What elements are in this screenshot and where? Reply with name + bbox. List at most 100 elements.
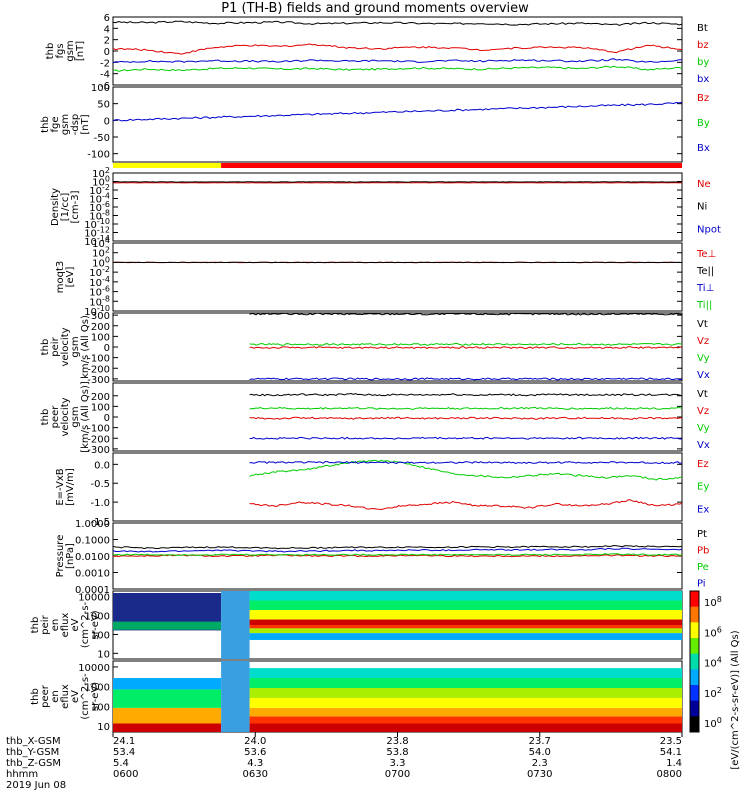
- legend-ez: Ez: [697, 459, 709, 470]
- panel-ylabel: E=-VxB: [55, 468, 66, 505]
- y-tick-label: 102: [92, 166, 110, 180]
- y-tick-label: 0.1000: [75, 536, 110, 547]
- spectrogram-band: [249, 678, 682, 688]
- series-line-bz: [112, 43, 683, 55]
- panel-ylabel: sr-eV): [90, 610, 101, 639]
- panel-ylabel: thb: [40, 409, 51, 426]
- x-tick-label: 54.1: [660, 747, 682, 758]
- x-tick-label: 54.0: [529, 747, 551, 758]
- x-tick-label: 1.4: [666, 758, 682, 769]
- spectrogram-band: [249, 625, 682, 629]
- y-tick-label: 10000: [78, 663, 110, 674]
- y-tick-label: 100: [91, 702, 110, 713]
- spectrogram-band: [249, 707, 682, 717]
- panel-ylabel: [1/cc]: [60, 193, 71, 222]
- spectrogram-band: [113, 707, 222, 724]
- y-tick-label: 10-14: [84, 234, 110, 248]
- y-tick-label: 200: [91, 392, 110, 403]
- series-line-ex: [249, 461, 683, 465]
- colorbar-segment: [690, 622, 699, 639]
- y-tick-label: 0: [104, 116, 110, 127]
- colorbar-label: 104: [704, 656, 722, 670]
- colorbar-label: 100: [704, 716, 722, 730]
- colorbar-label: 102: [704, 686, 722, 700]
- y-tick-label: -200: [87, 434, 110, 445]
- panel-frame: [112, 452, 683, 522]
- y-tick-label: 10-10: [84, 217, 110, 231]
- panel-ylabel: sr-eV): [90, 682, 101, 711]
- legend-ne: Ne: [697, 179, 711, 190]
- spectrogram-gap: [221, 591, 250, 659]
- legend-vz: Vz: [697, 406, 709, 417]
- y-tick-label: -300: [87, 445, 110, 456]
- y-tick-label: -1.5: [90, 517, 110, 528]
- x-row-label: thb_Z-GSM: [6, 758, 61, 769]
- colorbar-segment: [690, 685, 699, 702]
- panel-ylabel: [nPa]: [65, 543, 76, 569]
- spectrogram-band: [249, 687, 682, 698]
- panel-ylabel: [nT]: [80, 114, 91, 134]
- series-line-bt: [112, 20, 683, 26]
- legend-ti: Ti⊥: [696, 283, 714, 294]
- y-tick-label: -2: [100, 58, 110, 69]
- y-tick-label: 10-4: [89, 275, 110, 289]
- x-tick-label: 0800: [657, 769, 682, 780]
- panel-ylabel: Density: [50, 188, 61, 226]
- series-line-vx: [249, 436, 682, 440]
- panel-ylabel: gsm: [60, 114, 71, 135]
- y-tick-label: 1.0000: [75, 519, 110, 530]
- spectrogram-band: [249, 633, 682, 640]
- series-line-vz: [249, 416, 683, 420]
- panel-ylabel: peir: [40, 614, 51, 634]
- spectrogram-band: [113, 689, 222, 708]
- spectrogram-band: [249, 716, 682, 724]
- y-tick-label: -100: [87, 354, 110, 365]
- series-line-ez: [249, 499, 683, 511]
- series-line-bx: [112, 101, 683, 122]
- spectrogram-band: [113, 723, 222, 732]
- spectrogram-band: [249, 591, 682, 601]
- spectrogram-band: [249, 600, 682, 611]
- y-tick-label: 100: [91, 83, 110, 94]
- y-tick-label: -300: [87, 375, 110, 386]
- legend-vt: Vt: [697, 319, 708, 330]
- colorbar-label: 106: [704, 625, 722, 639]
- y-tick-label: 10-10: [84, 304, 110, 318]
- y-tick-label: 100: [92, 175, 110, 189]
- panel-frame: [112, 242, 683, 312]
- x-tick-label: 53.8: [386, 747, 408, 758]
- legend-ex: Ex: [697, 504, 709, 515]
- panel-ylabel: fge: [50, 116, 61, 132]
- spectrogram-band: [249, 723, 682, 732]
- panel-frame: [112, 86, 683, 163]
- y-tick-label: 10000: [78, 593, 110, 604]
- panel-ylabel: peer: [50, 405, 61, 429]
- spectrogram-band: [249, 610, 682, 620]
- x-row-label: thb_Y-GSM: [6, 747, 59, 758]
- panel-ylabel: thb: [40, 339, 51, 356]
- y-tick-label: 100: [91, 630, 110, 641]
- legend-te: Te||: [696, 266, 714, 277]
- x-tick-label: 0630: [243, 769, 268, 780]
- y-tick-label: 10-6: [89, 200, 110, 214]
- series-line-vx: [249, 377, 683, 381]
- series-line-vy: [249, 342, 683, 346]
- y-tick-label: 2: [104, 36, 110, 47]
- series-line-vt: [249, 392, 683, 397]
- y-tick-label: 0.0001: [75, 585, 110, 596]
- y-tick-label: 10-8: [89, 209, 110, 223]
- panel-ylabel: -dsp: [70, 114, 81, 136]
- page-title: P1 (TH-B) fields and ground moments over…: [221, 1, 529, 16]
- panel-ylabel: gsm: [65, 40, 76, 61]
- y-tick-label: -4: [100, 70, 110, 81]
- panel-ylabel: en: [50, 619, 61, 632]
- colorbar-segment: [690, 638, 699, 655]
- panel-ylabel: thb: [30, 688, 41, 705]
- colorbar-segment: [690, 716, 699, 733]
- colorbar-frame: [689, 590, 700, 733]
- colorbar-title: [eV/(cm^2-s-sr-eV)] (All Qs): [730, 630, 741, 769]
- y-tick-label: 100: [91, 332, 110, 343]
- panel-ylabel: fgs: [55, 43, 66, 58]
- y-tick-label: 200: [91, 322, 110, 333]
- y-tick-label: 10-2: [89, 183, 110, 197]
